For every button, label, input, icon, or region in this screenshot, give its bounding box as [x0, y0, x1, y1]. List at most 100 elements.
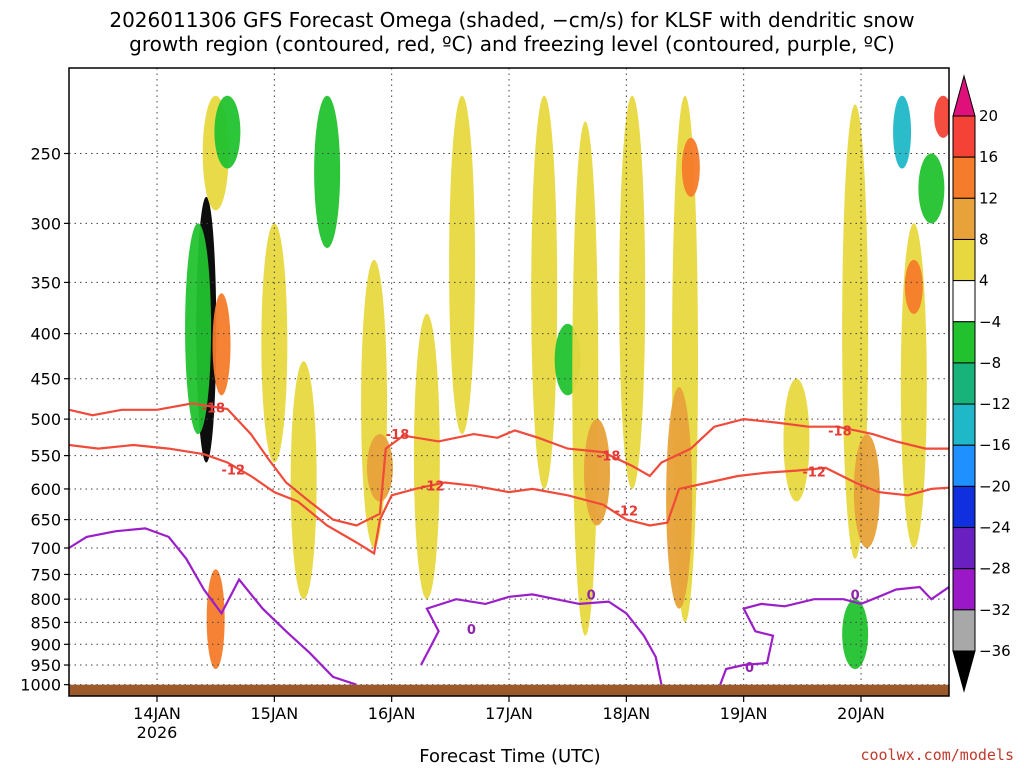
omega-region-9 [361, 259, 388, 549]
y-axis: 250 300 350 400 450 500 550 600 650 700 750 800 850 9… [20, 144, 69, 695]
x-axis-label: Forecast Time (UTC) [419, 746, 600, 767]
colorbar-label-4: 4 [979, 272, 989, 290]
y-tick-label-350: 350 [30, 273, 61, 292]
colorbar-label-5: −4 [979, 313, 1001, 331]
omega-region-8 [314, 95, 341, 249]
omega-region-12 [449, 95, 476, 435]
y-tick-label-400: 400 [30, 325, 61, 344]
y-tick-label-500: 500 [30, 410, 61, 429]
contour-line-1 [69, 443, 949, 556]
omega-region-4 [185, 223, 212, 435]
colorbar-band-2 [952, 197, 976, 240]
y-tick-label-600: 600 [30, 480, 61, 499]
chart-title-line1: 2026011306 GFS Forecast Omega (shaded, −… [109, 8, 914, 32]
contour-label-0-0: -18 [202, 401, 226, 416]
colorbar-band-5 [952, 321, 976, 364]
contour-line-0 [69, 402, 949, 527]
plot-area: -18 -18 -18 -18 -12 -12 -12 -12 0 0 0 0 [68, 67, 950, 697]
y-tick-label-250: 250 [30, 144, 61, 163]
contour-label-2-3: 0 [851, 588, 860, 603]
omega-region-21 [783, 378, 810, 502]
colorbar-label-0: 20 [979, 107, 998, 125]
x-tick-label-14JAN: 14JAN [133, 704, 181, 723]
y-tick-label-750: 750 [30, 565, 61, 584]
x-tick-sublabel-14JAN: 2026 [137, 723, 178, 742]
omega-shading-layer [185, 95, 949, 670]
contour-label-1-2: -12 [615, 505, 639, 520]
contour-label-1-1: -12 [421, 480, 445, 495]
colorbar-band-7 [952, 403, 976, 446]
omega-region-17 [619, 95, 646, 489]
colorbar-label-12: −32 [979, 601, 1011, 619]
omega-region-11 [413, 313, 440, 600]
colorbar-band-6 [952, 362, 976, 405]
x-tick-label-17JAN: 17JAN [485, 704, 533, 723]
y-tick-label-550: 550 [30, 447, 61, 466]
contour-label-2-1: 0 [587, 588, 596, 603]
colorbar-label-10: −24 [979, 519, 1011, 537]
omega-region-16 [584, 419, 610, 526]
colorbar-label-9: −20 [979, 477, 1011, 495]
colorbar-label-13: −36 [979, 642, 1011, 660]
x-tick-label-19JAN: 19JAN [720, 704, 768, 723]
colorbar-label-6: −8 [979, 354, 1001, 372]
ground-surface [69, 684, 949, 696]
colorbar-band-0 [952, 115, 976, 158]
contour-label-1-3: -12 [802, 465, 826, 480]
x-tick-label-18JAN: 18JAN [602, 704, 650, 723]
omega-region-19 [681, 137, 700, 197]
colorbar-band-10 [952, 527, 976, 570]
credit-text: coolwx.com/models [860, 746, 1014, 764]
x-tick-label-16JAN: 16JAN [368, 704, 416, 723]
omega-region-29 [842, 599, 869, 670]
colorbar-label-1: 16 [979, 148, 998, 166]
colorbar-label-2: 12 [979, 189, 998, 207]
colorbar-band-4 [952, 280, 976, 323]
omega-region-7 [290, 361, 317, 600]
contour-line-4 [719, 585, 949, 686]
contour-label-2-2: 0 [745, 661, 754, 676]
colorbar-label-3: 8 [979, 230, 989, 248]
y-tick-label-850: 850 [30, 613, 61, 632]
contour-label-1-0: -12 [222, 463, 246, 478]
chart-title-line2: growth region (contoured, red, ºC) and f… [129, 32, 895, 56]
colorbar-over-arrow [952, 74, 976, 117]
colorbar-band-3 [952, 238, 976, 282]
y-tick-label-700: 700 [30, 539, 61, 558]
colorbar-band-1 [952, 156, 976, 199]
omega-region-26 [904, 259, 923, 314]
colorbar-band-12 [952, 609, 976, 652]
contour-label-0-2: -18 [597, 450, 621, 465]
contour-label-2-0: 0 [467, 623, 476, 638]
y-tick-label-650: 650 [30, 511, 61, 530]
y-tick-label-900: 900 [30, 635, 61, 654]
x-tick-label-15JAN: 15JAN [250, 704, 298, 723]
y-tick-label-300: 300 [30, 214, 61, 233]
x-tick-label-20JAN: 20JAN [837, 704, 885, 723]
omega-region-24 [893, 95, 912, 169]
colorbar-label-8: −16 [979, 436, 1011, 454]
omega-region-2 [212, 293, 231, 396]
colorbar-under-arrow [952, 650, 976, 693]
colorbar-label-11: −28 [979, 560, 1011, 578]
y-tick-label-800: 800 [30, 590, 61, 609]
omega-region-20 [666, 387, 693, 609]
y-tick-label-450: 450 [30, 370, 61, 389]
omega-region-5 [214, 95, 241, 169]
contour-line-2 [69, 527, 357, 686]
y-tick-label-950: 950 [30, 656, 61, 675]
omega-region-13 [531, 95, 558, 489]
colorbar-band-11 [952, 568, 976, 611]
colorbar-label-7: −12 [979, 395, 1011, 413]
colorbar: 20 16 12 8 4 −4 −8 −12 −16 −20 −24 −28 −32 −36 [952, 74, 1011, 693]
contour-label-0-1: -18 [386, 428, 410, 443]
omega-region-28 [934, 95, 949, 138]
omega-region-3 [206, 569, 225, 670]
omega-region-10 [366, 434, 393, 502]
omega-region-6 [261, 223, 288, 463]
colorbar-band-9 [952, 485, 976, 529]
colorbar-band-8 [952, 444, 976, 487]
contour-layer: -18 -18 -18 -18 -12 -12 -12 -12 0 0 0 0 [69, 401, 949, 686]
